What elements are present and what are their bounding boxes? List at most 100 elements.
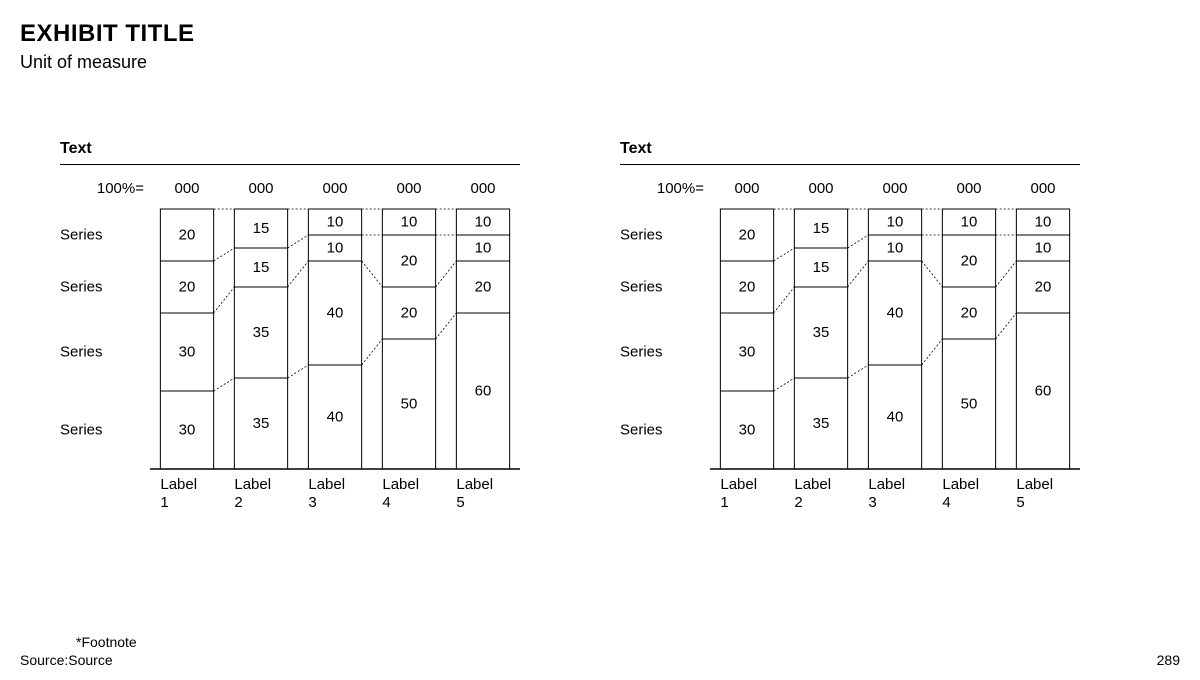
- segment-value: 30: [739, 422, 756, 439]
- series-label: Series: [60, 279, 103, 296]
- series-label: Series: [620, 279, 663, 296]
- x-label-line2: 2: [794, 494, 802, 511]
- segment-value: 30: [739, 344, 756, 361]
- segment-value: 20: [401, 253, 418, 270]
- series-label: Series: [60, 422, 103, 439]
- connector-line: [848, 261, 869, 287]
- segment-value: 10: [475, 240, 492, 257]
- x-label-line2: 3: [308, 494, 316, 511]
- connector-line: [288, 365, 309, 378]
- connector-line: [848, 235, 869, 248]
- x-label-line2: 5: [1016, 494, 1024, 511]
- segment-value: 35: [813, 324, 830, 341]
- segment-value: 20: [475, 279, 492, 296]
- segment-value: 35: [253, 324, 270, 341]
- segment-value: 20: [961, 253, 978, 270]
- segment-value: 40: [887, 409, 904, 426]
- connector-line: [362, 339, 383, 365]
- column-header: 000: [956, 180, 981, 197]
- segment-value: 20: [179, 227, 196, 244]
- charts-container: Text 100%=000000000000000303020203535151…: [60, 140, 1080, 539]
- series-label: Series: [620, 344, 663, 361]
- chart-left-svg: 100%=00000000000000030302020353515154040…: [60, 179, 520, 539]
- x-label-line1: Label: [308, 476, 345, 493]
- segment-value: 60: [475, 383, 492, 400]
- source-label: Source:: [20, 652, 68, 668]
- exhibit-title: EXHIBIT TITLE: [20, 20, 195, 48]
- segment-value: 10: [887, 240, 904, 257]
- x-label-line1: Label: [794, 476, 831, 493]
- column-header: 000: [470, 180, 495, 197]
- segment-value: 60: [1035, 383, 1052, 400]
- x-label-line2: 3: [868, 494, 876, 511]
- x-label-line1: Label: [868, 476, 905, 493]
- segment-value: 10: [475, 214, 492, 231]
- header-left: 100%=: [657, 180, 704, 197]
- connector-line: [922, 261, 943, 287]
- footer-block: *Footnote Source:Source: [20, 634, 137, 668]
- x-label-line1: Label: [1016, 476, 1053, 493]
- column-header: 000: [322, 180, 347, 197]
- column-header: 000: [882, 180, 907, 197]
- title-block: EXHIBIT TITLE Unit of measure: [20, 20, 195, 73]
- connector-line: [922, 339, 943, 365]
- segment-value: 35: [253, 415, 270, 432]
- column-header: 000: [808, 180, 833, 197]
- segment-value: 30: [179, 344, 196, 361]
- chart-right-frame: 100%=00000000000000030302020353515154040…: [620, 179, 1080, 539]
- header-left: 100%=: [97, 180, 144, 197]
- column-header: 000: [734, 180, 759, 197]
- x-label-line1: Label: [160, 476, 197, 493]
- segment-value: 15: [813, 220, 830, 237]
- chart-right-title: Text: [620, 140, 1080, 165]
- segment-value: 20: [739, 227, 756, 244]
- source-line: Source:Source: [20, 652, 137, 668]
- segment-value: 15: [253, 259, 270, 276]
- segment-value: 10: [1035, 214, 1052, 231]
- segment-value: 35: [813, 415, 830, 432]
- connector-line: [214, 378, 235, 391]
- x-label-line2: 2: [234, 494, 242, 511]
- segment-value: 20: [739, 279, 756, 296]
- segment-value: 10: [327, 214, 344, 231]
- segment-value: 40: [327, 305, 344, 322]
- connector-line: [774, 287, 795, 313]
- segment-value: 10: [887, 214, 904, 231]
- connector-line: [288, 235, 309, 248]
- chart-left-title: Text: [60, 140, 520, 165]
- series-label: Series: [60, 227, 103, 244]
- x-label-line2: 4: [942, 494, 950, 511]
- x-label-line1: Label: [456, 476, 493, 493]
- x-label-line1: Label: [942, 476, 979, 493]
- series-label: Series: [620, 227, 663, 244]
- column-header: 000: [174, 180, 199, 197]
- segment-value: 40: [887, 305, 904, 322]
- connector-line: [436, 313, 457, 339]
- footnote-text: *Footnote: [76, 634, 137, 650]
- x-label-line2: 1: [720, 494, 728, 511]
- connector-line: [436, 261, 457, 287]
- segment-value: 10: [327, 240, 344, 257]
- segment-value: 20: [179, 279, 196, 296]
- segment-value: 10: [1035, 240, 1052, 257]
- connector-line: [214, 287, 235, 313]
- connector-line: [848, 365, 869, 378]
- connector-line: [774, 248, 795, 261]
- x-label-line2: 1: [160, 494, 168, 511]
- connector-line: [288, 261, 309, 287]
- segment-value: 30: [179, 422, 196, 439]
- chart-left: Text 100%= 000 000 000 000 000 30 30 20 20 35 35 15 1…: [60, 140, 520, 539]
- column-header: 000: [1030, 180, 1055, 197]
- column-header: 000: [248, 180, 273, 197]
- segment-value: 50: [961, 396, 978, 413]
- page-number: 289: [1157, 652, 1180, 668]
- segment-value: 20: [961, 305, 978, 322]
- source-value: Source: [68, 652, 112, 668]
- series-label: Series: [620, 422, 663, 439]
- connector-line: [214, 248, 235, 261]
- x-label-line2: 4: [382, 494, 390, 511]
- connector-line: [996, 313, 1017, 339]
- column-header: 000: [396, 180, 421, 197]
- segment-value: 15: [253, 220, 270, 237]
- connector-line: [362, 261, 383, 287]
